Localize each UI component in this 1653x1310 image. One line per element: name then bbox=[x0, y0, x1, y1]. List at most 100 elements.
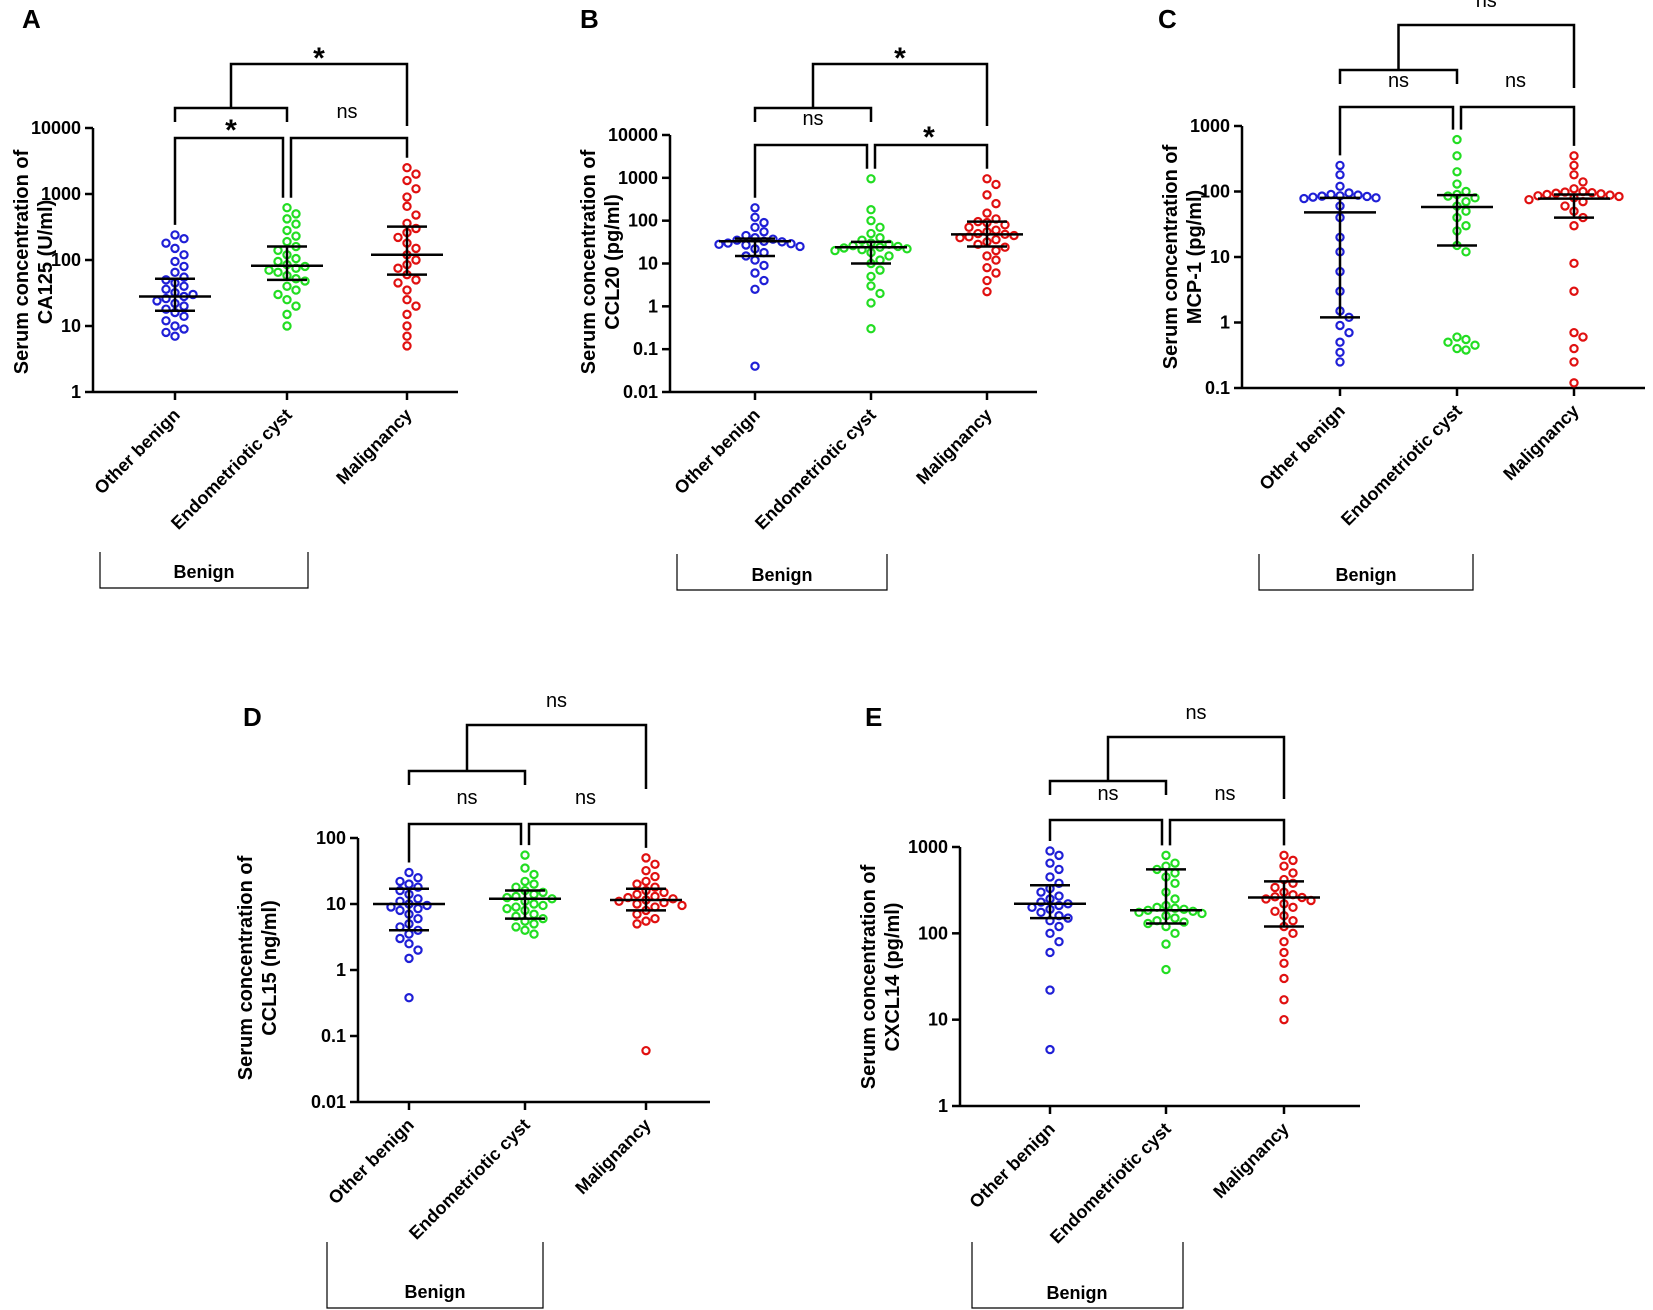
x-tick-label: Malignancy bbox=[571, 1115, 654, 1198]
data-point bbox=[1054, 850, 1064, 861]
benign-group-box bbox=[99, 552, 309, 589]
data-point bbox=[982, 251, 992, 261]
data-point bbox=[1279, 973, 1289, 984]
data-point bbox=[404, 993, 414, 1003]
y-tick-label: 10 bbox=[1210, 247, 1230, 267]
data-point bbox=[152, 296, 162, 306]
data-point bbox=[1054, 900, 1064, 911]
data-point bbox=[1054, 936, 1064, 947]
data-point bbox=[179, 234, 189, 244]
data-point bbox=[179, 261, 189, 272]
data-point bbox=[1452, 167, 1462, 177]
data-point bbox=[650, 871, 660, 882]
data-point bbox=[866, 174, 876, 184]
data-point bbox=[875, 233, 885, 243]
data-point bbox=[1279, 861, 1289, 871]
data-point bbox=[866, 205, 876, 215]
data-point bbox=[964, 222, 974, 233]
y-tick-label: 1 bbox=[648, 296, 658, 316]
data-point bbox=[520, 850, 530, 860]
data-point bbox=[179, 324, 189, 334]
data-point bbox=[723, 238, 733, 248]
benign-group-box bbox=[1258, 554, 1474, 591]
x-tick-label: Endometriotic cyst bbox=[1046, 1119, 1175, 1248]
data-point bbox=[1335, 320, 1345, 331]
data-point bbox=[161, 284, 171, 294]
data-point bbox=[282, 203, 292, 213]
data-point bbox=[991, 198, 1001, 209]
data-point bbox=[1045, 872, 1055, 882]
data-point bbox=[1335, 170, 1345, 180]
data-point bbox=[1054, 891, 1064, 901]
data-point bbox=[404, 879, 414, 889]
data-point bbox=[395, 885, 405, 896]
data-point bbox=[282, 295, 292, 305]
data-point bbox=[291, 219, 301, 229]
panel-label: A bbox=[22, 4, 41, 34]
data-point bbox=[650, 913, 660, 924]
data-point bbox=[1036, 897, 1046, 907]
data-point bbox=[529, 919, 539, 929]
data-point bbox=[1261, 894, 1271, 904]
sig-label-1-2: * bbox=[923, 121, 935, 154]
sig-label-0-2: * bbox=[894, 42, 906, 75]
bracket-1-2 bbox=[1459, 105, 1576, 146]
data-point bbox=[511, 902, 521, 912]
bracket-benign-vs-malignancy bbox=[1397, 23, 1576, 88]
y-tick-label: 10000 bbox=[608, 125, 658, 145]
data-point bbox=[282, 225, 292, 236]
sig-label-0-1: ns bbox=[1388, 70, 1409, 92]
data-point bbox=[1279, 995, 1289, 1005]
y-tick-label: 1 bbox=[938, 1096, 948, 1116]
data-point bbox=[641, 1045, 651, 1056]
data-point bbox=[973, 239, 983, 250]
data-point bbox=[511, 911, 521, 922]
data-point bbox=[1045, 1044, 1055, 1055]
data-point bbox=[1596, 189, 1606, 199]
data-point bbox=[395, 876, 405, 887]
x-tick-label: Malignancy bbox=[912, 405, 995, 488]
data-point bbox=[1569, 151, 1579, 161]
data-point bbox=[1045, 846, 1055, 856]
data-point bbox=[991, 225, 1001, 235]
data-point bbox=[991, 268, 1001, 278]
data-point bbox=[875, 265, 885, 275]
data-point bbox=[866, 281, 876, 291]
data-point bbox=[982, 275, 992, 286]
data-point bbox=[170, 256, 180, 267]
data-point bbox=[759, 260, 769, 271]
data-point bbox=[1569, 378, 1579, 388]
data-point bbox=[1170, 928, 1180, 939]
data-point bbox=[282, 309, 292, 320]
data-point bbox=[1560, 201, 1570, 211]
data-point bbox=[529, 899, 539, 909]
data-point bbox=[641, 916, 651, 926]
data-point bbox=[179, 250, 189, 260]
data-point bbox=[1045, 928, 1055, 939]
data-point bbox=[875, 288, 885, 299]
panel-label: C bbox=[1158, 4, 1177, 34]
data-point bbox=[402, 321, 412, 331]
data-point bbox=[1335, 160, 1345, 171]
data-point bbox=[632, 909, 642, 919]
data-point bbox=[1036, 887, 1046, 897]
y-axis-title-line: Serum concentration of bbox=[578, 149, 600, 374]
data-point bbox=[982, 190, 992, 200]
data-point bbox=[511, 922, 521, 932]
data-point bbox=[413, 894, 423, 904]
data-point bbox=[1362, 191, 1372, 202]
panel-label: E bbox=[865, 702, 882, 732]
data-point bbox=[264, 265, 274, 275]
data-point bbox=[520, 863, 530, 873]
data-point bbox=[1569, 258, 1579, 269]
x-tick-label: Other benign bbox=[324, 1115, 417, 1208]
data-point bbox=[538, 887, 548, 898]
y-tick-label: 10 bbox=[638, 254, 658, 274]
bracket-1-2 bbox=[527, 822, 648, 848]
sig-label-0-1: ns bbox=[802, 108, 823, 130]
data-point bbox=[402, 175, 412, 186]
data-point bbox=[1134, 907, 1144, 918]
y-axis-title: Serum concentration of CA125 (U/ml) bbox=[11, 149, 57, 374]
bracket-benign-vs-malignancy bbox=[229, 62, 409, 126]
data-point bbox=[902, 244, 912, 254]
